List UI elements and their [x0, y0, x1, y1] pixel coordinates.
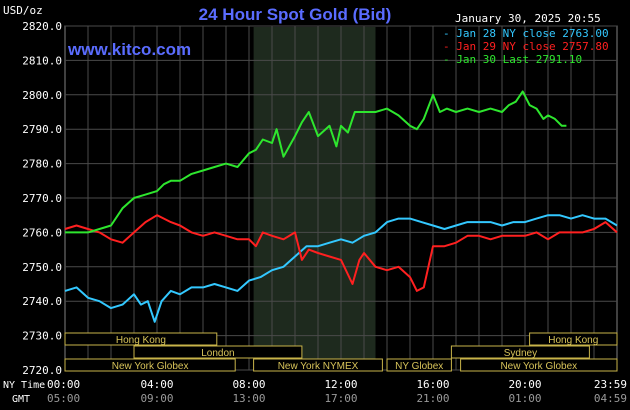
session-label: Hong Kong: [116, 335, 166, 346]
session-label: London: [201, 348, 234, 359]
x-tick-label-gmt: 13:00: [232, 392, 265, 405]
series-line: [64, 214, 618, 292]
session-bars: Hong Kong Hong Kong London Sydney New York G…: [64, 332, 618, 372]
x-tick-label-gmt: 09:00: [140, 392, 173, 405]
site-label: www.kitco.com: [67, 40, 191, 59]
x-tick-label-ny: 16:00: [416, 378, 449, 391]
series-line: [64, 214, 618, 323]
y-tick-label: 2720.0: [22, 364, 62, 377]
y-tick-label: 2800.0: [22, 89, 62, 102]
y-tick-label: 2810.0: [22, 54, 62, 67]
x-tick-label-gmt: 21:00: [416, 392, 449, 405]
y-tick-label: 2750.0: [22, 261, 62, 274]
y-tick-label: 2740.0: [22, 295, 62, 308]
session-label: New York NYMEX: [278, 361, 359, 372]
session-label: NY Globex: [395, 361, 443, 372]
x-tick-label-ny: 12:00: [324, 378, 357, 391]
session-label: New York Globex: [500, 361, 577, 372]
legend-entry: - Jan 28 NY close 2763.00: [443, 27, 609, 40]
y-tick-label: 2730.0: [22, 330, 62, 343]
x-tick-label-ny: 04:00: [140, 378, 173, 391]
x-tick-label-gmt: 17:00: [324, 392, 357, 405]
legend: - Jan 28 NY close 2763.00- Jan 29 NY clo…: [443, 27, 609, 66]
unit-label: USD/oz: [3, 4, 43, 17]
y-tick-label: 2760.0: [22, 226, 62, 239]
session-label: New York Globex: [112, 361, 189, 372]
x-tick-label-gmt: 01:00: [508, 392, 541, 405]
session-bar: [64, 332, 218, 346]
y-axis-ticks: 2720.0 2730.0 2740.0 2750.0 2760.0 2770.0 2780…: [22, 20, 62, 377]
y-tick-label: 2780.0: [22, 158, 62, 171]
session-bar: [460, 358, 618, 372]
ny-time-row-label: NY Time: [3, 380, 45, 391]
y-tick-label: 2790.0: [22, 123, 62, 136]
session-bar: [253, 358, 383, 372]
y-tick-label: 2820.0: [22, 20, 62, 33]
session-bar: [64, 358, 236, 372]
gmt-row-label: GMT: [12, 394, 30, 405]
x-tick-label-gmt: 04:59: [594, 392, 627, 405]
session-label: Hong Kong: [548, 335, 598, 346]
legend-entry: - Jan 30 Last 2791.10: [443, 53, 582, 66]
timestamp: January 30, 2025 20:55: [455, 12, 601, 25]
x-tick-label-ny: 23:59: [594, 378, 627, 391]
x-tick-label-ny: 00:00: [47, 378, 80, 391]
session-bar: [386, 358, 452, 372]
x-tick-label-gmt: 05:00: [47, 392, 80, 405]
y-tick-label: 2770.0: [22, 192, 62, 205]
price-series: [64, 90, 618, 323]
x-tick-label-ny: 20:00: [508, 378, 541, 391]
legend-entry: - Jan 29 NY close 2757.80: [443, 40, 609, 53]
session-label: Sydney: [504, 348, 537, 359]
session-bar: [529, 332, 618, 346]
x-tick-label-ny: 08:00: [232, 378, 265, 391]
series-line: [65, 90, 567, 234]
session-bar: [133, 345, 303, 359]
session-bar: [450, 345, 590, 359]
chart-title: 24 Hour Spot Gold (Bid): [199, 5, 392, 24]
